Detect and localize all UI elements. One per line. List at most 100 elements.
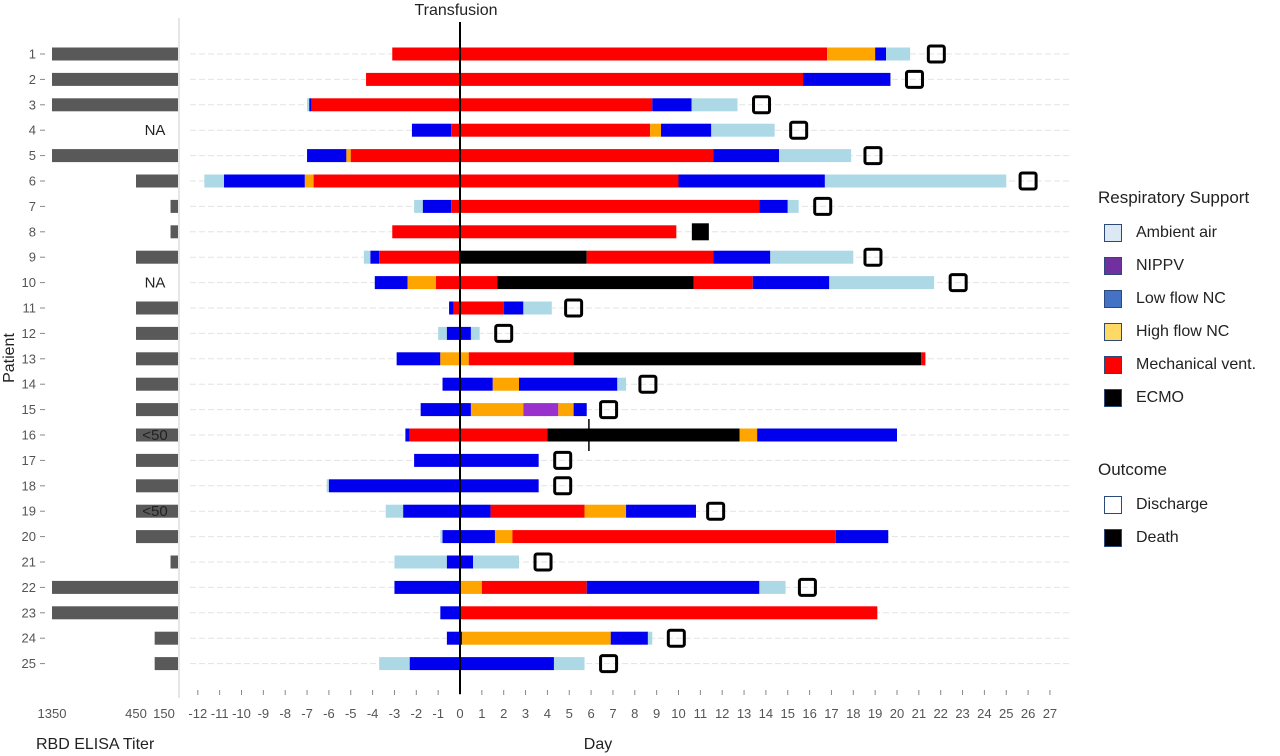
support-segment-mech	[350, 149, 714, 163]
y-tick-label: 16	[22, 428, 36, 443]
support-segment-low	[661, 123, 712, 137]
y-tick-label: 24	[22, 631, 36, 646]
y-tick-label: 19	[22, 504, 36, 519]
outcome-death-marker	[691, 223, 709, 241]
outcome-discharge-marker	[553, 450, 573, 470]
support-segment-mech	[921, 352, 926, 366]
legend-item-mech: Mechanical vent.	[1098, 348, 1256, 381]
outcome-discharge-marker	[863, 247, 883, 267]
legend-swatch	[1104, 495, 1122, 514]
support-segment-mech	[451, 123, 651, 137]
x-tick-label: -1	[432, 706, 444, 721]
support-segment-ambient	[759, 580, 786, 594]
outcome-discharge-marker	[553, 476, 573, 496]
outcome-discharge-marker	[797, 577, 817, 597]
legend-label: Mechanical vent.	[1136, 355, 1257, 373]
x-tick-label: 5	[566, 706, 573, 721]
y-tick-label: 4	[29, 123, 36, 138]
x-tick-label: 23	[955, 706, 969, 721]
support-segment-low	[875, 47, 887, 61]
legend-label: NIPPV	[1136, 256, 1185, 274]
x-tick-label: -7	[301, 706, 313, 721]
transfusion-annotation: Transfusion	[415, 2, 498, 19]
support-segment-high	[650, 123, 662, 137]
legend-swatch	[1104, 289, 1122, 308]
outcome-discharge-marker	[813, 196, 833, 216]
y-tick-label: 25	[22, 656, 36, 671]
gridlines	[190, 53, 1070, 665]
legend-label: Low flow NC	[1136, 289, 1226, 307]
support-segment-ambient	[829, 276, 935, 290]
support-segment-low	[394, 580, 460, 594]
titer-bar	[52, 72, 178, 86]
support-segment-low	[503, 301, 524, 315]
titer-value-label: NA	[145, 275, 166, 292]
legend-outcome: Outcome Discharge Death	[1098, 460, 1208, 554]
support-segment-high	[407, 276, 436, 290]
support-segment-ambient	[787, 199, 799, 213]
support-segment-ambient	[473, 555, 519, 569]
support-segment-low	[752, 276, 830, 290]
support-segment-mech	[313, 174, 679, 188]
outcome-discharge-marker	[599, 654, 619, 674]
outcome-discharge-marker	[789, 120, 809, 140]
titer-bar	[52, 98, 178, 112]
support-segment-mech	[512, 530, 836, 544]
titer-bar	[136, 530, 178, 544]
outcome-discharge-marker	[533, 552, 553, 572]
support-segment-high	[460, 580, 482, 594]
x-tick-label: 6	[587, 706, 594, 721]
support-segment-ecmo	[460, 250, 587, 264]
outcome-discharge-marker	[599, 400, 619, 420]
y-axis-title: Patient	[1, 333, 18, 383]
support-segment-high	[827, 47, 876, 61]
y-tick-label: 13	[22, 351, 36, 366]
legend-swatch	[1104, 256, 1122, 275]
y-tick-label: 20	[22, 529, 36, 544]
y-tick-label: 21	[22, 555, 36, 570]
titer-bar	[52, 606, 178, 620]
support-segment-ecmo	[573, 352, 922, 366]
titer-tick-label: 450	[125, 706, 147, 721]
support-segment-high	[346, 149, 351, 163]
titer-tick-label: 150	[153, 706, 175, 721]
titer-bar	[170, 555, 178, 569]
support-segment-mech	[392, 47, 828, 61]
support-segment-low	[307, 149, 347, 163]
support-segment-high	[558, 403, 574, 417]
legend-support-title: Respiratory Support	[1098, 188, 1250, 207]
legend-swatch	[1104, 528, 1122, 547]
support-segment-low	[652, 98, 692, 112]
support-segment-low	[759, 199, 788, 213]
titer-bar	[136, 428, 178, 442]
legend-swatch	[1104, 322, 1122, 341]
support-bars	[204, 47, 1007, 671]
support-segment-mech	[311, 98, 653, 112]
support-segment-low	[370, 250, 380, 264]
x-tick-label: -4	[367, 706, 379, 721]
support-segment-low	[411, 123, 452, 137]
support-segment-low	[403, 504, 491, 518]
support-segment-low	[309, 98, 312, 112]
legend-label: Death	[1136, 528, 1179, 546]
support-segment-ambient	[617, 377, 627, 391]
titer-bar	[136, 377, 178, 391]
support-segment-mech	[379, 250, 460, 264]
support-segment-ecmo	[547, 428, 740, 442]
support-segment-high	[492, 377, 519, 391]
support-segment-ambient	[204, 174, 225, 188]
support-segment-high	[584, 504, 627, 518]
titer-bar	[136, 504, 178, 518]
titer-bar	[136, 250, 178, 264]
support-segment-mech	[409, 428, 548, 442]
support-segment-ambient	[779, 149, 852, 163]
support-segment-low	[678, 174, 825, 188]
outcome-discharge-marker	[638, 374, 658, 394]
titer-bar	[136, 301, 178, 315]
outcome-discharge-marker	[863, 146, 883, 166]
x-tick-label: 26	[1021, 706, 1035, 721]
titer-bar	[154, 657, 178, 671]
titer-bar	[136, 352, 178, 366]
support-segment-low	[446, 326, 471, 340]
y-tick-label: 17	[22, 453, 36, 468]
